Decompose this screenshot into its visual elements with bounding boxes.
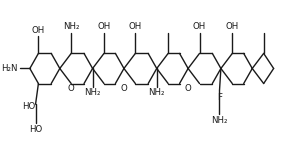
Text: OH: OH: [193, 22, 206, 31]
Text: HO: HO: [29, 125, 42, 134]
Text: OH: OH: [98, 22, 111, 31]
Text: HO: HO: [22, 102, 36, 111]
Text: NH₂: NH₂: [148, 88, 165, 97]
Text: O: O: [68, 85, 75, 93]
Text: H₂N: H₂N: [2, 64, 18, 73]
Text: NH₂: NH₂: [211, 116, 228, 124]
Text: O: O: [121, 85, 127, 93]
Text: OH: OH: [129, 22, 142, 31]
Text: O: O: [185, 85, 191, 93]
Text: NH₂: NH₂: [84, 88, 101, 97]
Text: OH: OH: [32, 26, 45, 35]
Text: NH₂: NH₂: [63, 22, 80, 31]
Text: F: F: [217, 93, 222, 102]
Text: OH: OH: [226, 22, 239, 31]
